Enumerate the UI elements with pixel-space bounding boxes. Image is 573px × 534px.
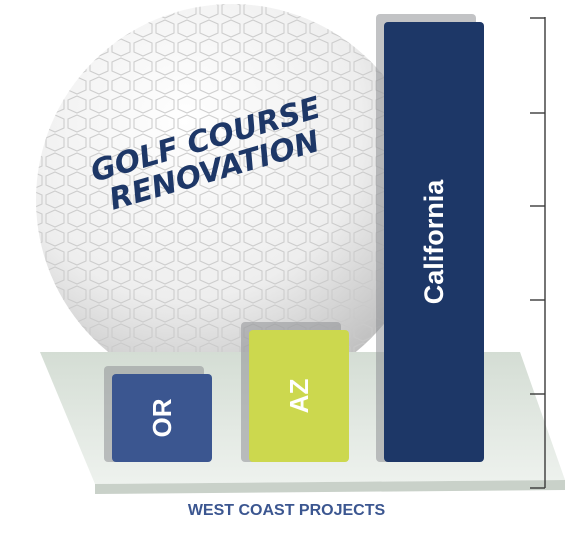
y-axis — [530, 17, 546, 489]
bar-group-or: OR — [104, 366, 212, 462]
bar-group-az: AZ — [241, 322, 349, 462]
bars-group: OR AZ California — [104, 14, 484, 462]
bar-label-or: OR — [147, 398, 177, 437]
bar-california — [384, 22, 484, 462]
x-axis-label: WEST COAST PROJECTS — [187, 502, 386, 519]
golf-ball-illustration — [36, 4, 428, 396]
bar-az — [249, 330, 349, 462]
bar-label-az: AZ — [284, 379, 314, 414]
bar-group-california: California — [376, 14, 484, 462]
bar-label-california: California — [419, 179, 449, 305]
bar-or — [112, 374, 212, 462]
